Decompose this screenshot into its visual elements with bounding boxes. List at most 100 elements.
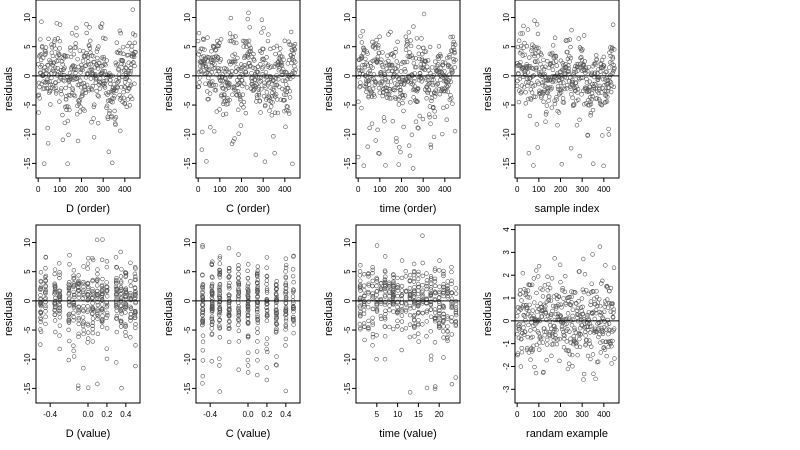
scatter-point	[241, 99, 247, 105]
scatter-point	[420, 322, 425, 327]
scatter-point	[73, 41, 78, 46]
scatter-point	[199, 147, 205, 152]
scatter-point	[76, 295, 82, 300]
scatter-point	[579, 296, 585, 301]
scatter-point	[233, 69, 239, 74]
scatter-point	[561, 100, 567, 105]
scatter-point	[128, 335, 133, 340]
scatter-point	[382, 324, 388, 329]
scatter-point	[562, 86, 567, 92]
scatter-point	[71, 304, 77, 309]
scatter-point	[210, 301, 215, 307]
scatter-point	[515, 331, 520, 337]
scatter-points	[200, 243, 296, 394]
scatter-point	[104, 280, 109, 285]
scatter-point	[581, 377, 586, 382]
scatter-point	[85, 286, 91, 291]
scatter-point	[393, 46, 398, 52]
scatter-point	[122, 84, 127, 89]
scatter-point	[126, 60, 131, 65]
scatter-point	[563, 302, 568, 307]
scatter-point	[246, 333, 251, 339]
scatter-point	[600, 278, 605, 283]
scatter-point	[568, 44, 573, 50]
scatter-point	[557, 336, 563, 342]
scatter-point	[565, 366, 571, 372]
scatter-point	[395, 293, 400, 299]
scatter-point	[449, 381, 455, 387]
scatter-point	[540, 83, 545, 88]
scatter-point	[213, 88, 219, 93]
scatter-point	[416, 299, 421, 304]
scatter-point	[217, 389, 222, 394]
scatter-point	[78, 85, 84, 90]
scatter-point	[530, 74, 535, 79]
scatter-point	[95, 308, 100, 314]
scatter-point	[388, 79, 394, 84]
y-tick-label: -5	[23, 101, 32, 109]
scatter-point	[85, 266, 90, 271]
scatter-point	[602, 100, 608, 105]
y-axis-title: residuals	[163, 291, 175, 336]
scatter-point	[525, 334, 530, 340]
scatter-point	[588, 99, 593, 104]
scatter-point	[66, 104, 71, 109]
scatter-point	[552, 326, 558, 331]
scatter-point	[204, 159, 209, 164]
scatter-point	[200, 283, 205, 288]
scatter-point	[44, 68, 49, 73]
scatter-point	[279, 60, 284, 66]
y-tick-label: 0	[343, 298, 352, 303]
scatter-point	[565, 311, 571, 316]
scatter-point	[568, 336, 573, 341]
scatter-point	[74, 112, 80, 117]
scatter-point	[445, 84, 450, 90]
scatter-point	[514, 314, 520, 319]
scatter-point	[274, 295, 279, 300]
scatter-point	[118, 279, 124, 284]
scatter-point	[95, 267, 100, 272]
scatter-point	[607, 65, 612, 70]
scatter-point	[263, 102, 268, 108]
scatter-point	[370, 86, 376, 92]
scatter-point	[39, 63, 45, 68]
scatter-point	[366, 291, 371, 296]
scatter-point	[441, 271, 446, 277]
scatter-point	[209, 262, 215, 268]
scatter-point	[209, 306, 215, 312]
scatter-point	[603, 263, 608, 268]
plot-frame	[195, 0, 301, 179]
scatter-point	[123, 304, 128, 310]
scatter-point	[432, 114, 438, 120]
y-tick-label: 5	[343, 44, 352, 49]
scatter-point	[534, 290, 539, 296]
scatter-point	[393, 81, 398, 86]
scatter-point	[386, 32, 391, 37]
scatter-point	[283, 124, 288, 130]
scatter-point	[71, 299, 77, 305]
scatter-point	[38, 284, 44, 289]
scatter-point	[109, 96, 115, 101]
x-tick-label: 100	[53, 185, 67, 194]
scatter-point	[86, 330, 91, 335]
scatter-point	[453, 375, 458, 380]
scatter-point	[213, 48, 218, 53]
scatter-point	[217, 272, 222, 278]
scatter-point	[274, 354, 279, 359]
scatter-point	[217, 294, 222, 299]
scatter-point	[424, 96, 429, 101]
scatter-point	[102, 85, 108, 90]
scatter-point	[521, 325, 526, 330]
scatter-point	[445, 324, 450, 329]
scatter-point	[90, 323, 95, 329]
y-tick-label: -15	[183, 157, 192, 169]
scatter-point	[433, 283, 438, 288]
scatter-point	[411, 166, 416, 171]
scatter-point	[119, 295, 124, 300]
scatter-point	[383, 311, 388, 317]
scatter-point	[122, 80, 128, 85]
scatter-point	[257, 98, 263, 103]
x-tick-label: 200	[395, 185, 409, 194]
x-tick-label: 400	[597, 185, 611, 194]
scatter-point	[255, 264, 260, 269]
